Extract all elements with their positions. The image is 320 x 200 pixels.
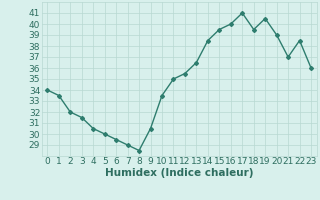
X-axis label: Humidex (Indice chaleur): Humidex (Indice chaleur) [105,168,253,178]
